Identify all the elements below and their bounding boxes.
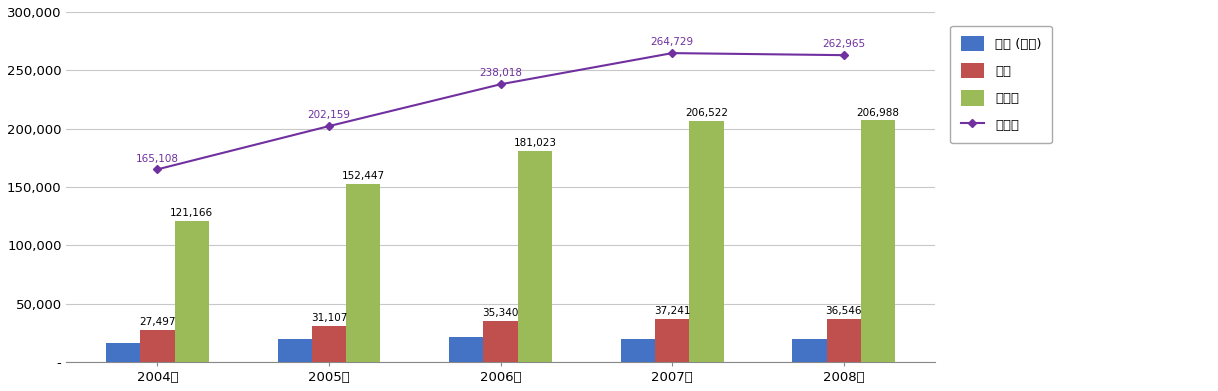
Text: 206,522: 206,522: [685, 108, 728, 118]
Bar: [689, 121, 723, 362]
Bar: [484, 321, 518, 362]
Legend: 전기 (기타), 디젠, 가솔린, 종합계: 전기 (기타), 디젠, 가솔린, 종합계: [950, 25, 1052, 143]
Text: 27,497: 27,497: [139, 317, 175, 327]
Bar: [140, 330, 174, 362]
Bar: [621, 339, 655, 362]
Text: 238,018: 238,018: [479, 68, 523, 79]
Text: 262,965: 262,965: [822, 39, 865, 49]
Text: 35,340: 35,340: [482, 308, 519, 318]
Text: 37,241: 37,241: [654, 306, 691, 316]
Bar: [827, 319, 861, 362]
Text: 206,988: 206,988: [856, 108, 900, 118]
Bar: [106, 343, 140, 362]
Bar: [793, 339, 827, 362]
Bar: [346, 184, 380, 362]
Text: 31,107: 31,107: [311, 313, 347, 323]
Bar: [861, 120, 895, 362]
Bar: [449, 337, 484, 362]
Text: 202,159: 202,159: [307, 110, 351, 120]
Text: 165,108: 165,108: [136, 154, 179, 163]
Bar: [655, 319, 689, 362]
Text: 152,447: 152,447: [342, 171, 385, 181]
Text: 181,023: 181,023: [514, 138, 557, 148]
Bar: [312, 326, 346, 362]
Text: 121,166: 121,166: [171, 208, 213, 218]
Text: 36,546: 36,546: [826, 307, 862, 316]
Bar: [278, 339, 312, 362]
Text: 264,729: 264,729: [650, 37, 694, 47]
Bar: [174, 221, 208, 362]
Bar: [518, 151, 552, 362]
